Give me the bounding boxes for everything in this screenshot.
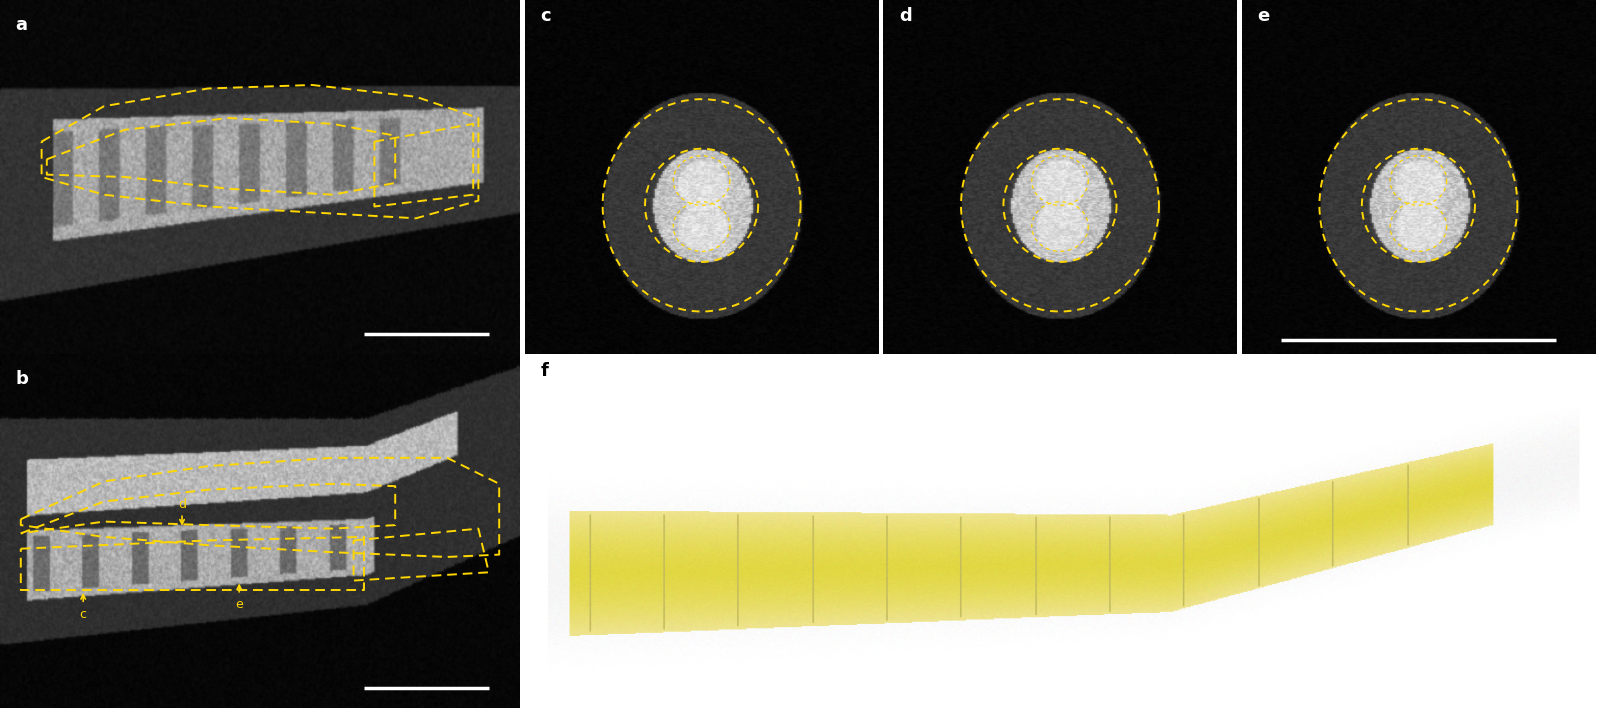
Text: e: e — [1258, 7, 1269, 25]
Text: e: e — [235, 598, 243, 611]
Text: c: c — [541, 7, 550, 25]
Text: f: f — [541, 362, 549, 380]
Text: d: d — [178, 498, 186, 511]
Text: b: b — [16, 370, 29, 387]
Text: a: a — [16, 16, 27, 33]
Text: d: d — [899, 7, 912, 25]
Text: c: c — [80, 607, 86, 621]
